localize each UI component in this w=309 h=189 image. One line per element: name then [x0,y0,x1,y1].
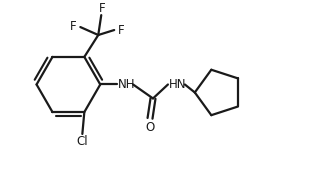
Text: F: F [99,2,106,15]
Text: NH: NH [117,78,135,91]
Text: F: F [118,24,125,36]
Text: F: F [70,19,77,33]
Text: Cl: Cl [77,136,88,148]
Text: O: O [146,121,154,134]
Text: HN: HN [169,78,187,91]
